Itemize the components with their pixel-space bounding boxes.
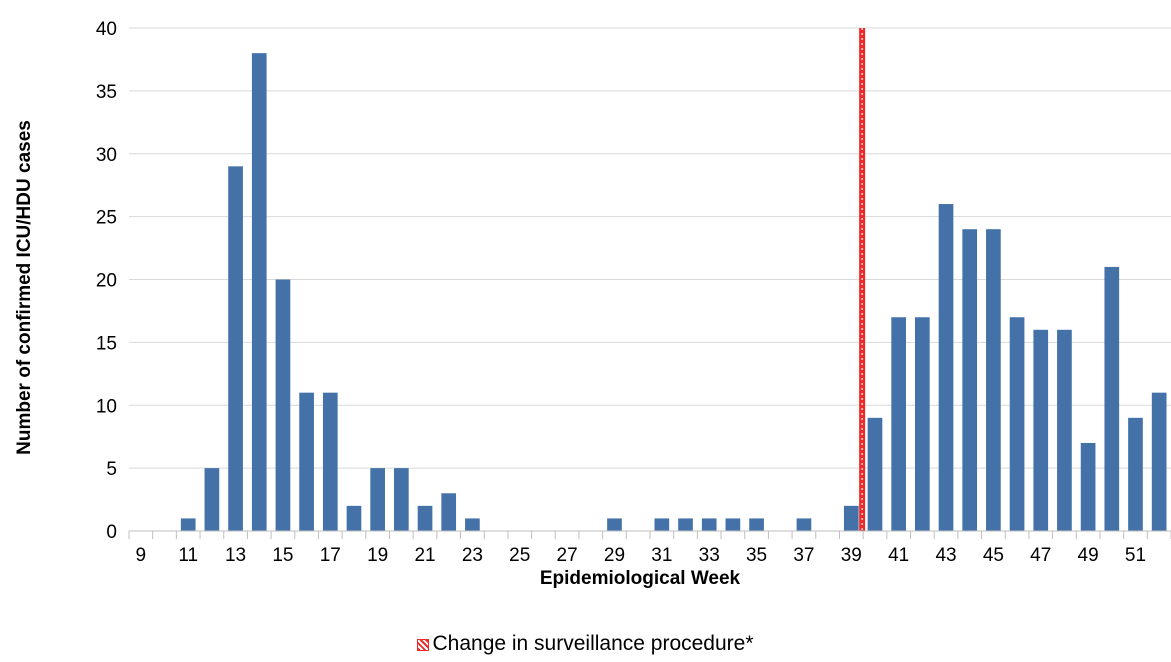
x-tick-label: 51 — [1125, 545, 1146, 566]
bar — [441, 493, 457, 531]
bar — [251, 53, 267, 532]
x-tick-label: 41 — [888, 545, 909, 566]
x-tick-label: 17 — [320, 545, 341, 566]
x-axis-tick-labels: 9 11 13 15 17 19 21 23 25 27 29 31 33 35 37 39 41 43 45 47 4… — [136, 545, 1146, 566]
bar — [299, 392, 314, 531]
bar — [962, 229, 978, 531]
bar — [228, 166, 243, 531]
bar — [204, 468, 220, 531]
x-tick-label: 45 — [983, 545, 1004, 566]
bar — [1080, 442, 1096, 531]
x-tick-label: 11 — [178, 545, 198, 566]
bar — [346, 505, 362, 531]
bar — [843, 505, 859, 531]
y-tick-label: 35 — [96, 82, 117, 103]
x-tick-label: 27 — [557, 545, 578, 566]
x-tick-label: 19 — [367, 545, 388, 566]
x-tick-label: 35 — [746, 545, 767, 566]
x-axis-ticks — [128, 531, 1171, 539]
bar — [796, 518, 812, 531]
x-tick-label: 33 — [699, 545, 720, 566]
bar — [701, 518, 717, 531]
bar — [867, 417, 883, 531]
y-axis-title: Number of confirmed ICU/HDU cases — [14, 120, 35, 455]
bar — [275, 279, 291, 531]
y-tick-label: 5 — [106, 459, 117, 480]
bar — [914, 317, 930, 531]
bars — [180, 53, 1167, 532]
y-tick-label: 20 — [96, 271, 117, 292]
bar — [654, 518, 670, 531]
bar — [607, 518, 622, 531]
bar — [1009, 317, 1025, 531]
legend: Change in surveillance procedure* — [0, 632, 1171, 656]
y-tick-label: 10 — [96, 396, 117, 417]
bar — [393, 468, 409, 531]
y-tick-label: 25 — [96, 208, 117, 229]
x-tick-label: 29 — [604, 545, 625, 566]
bar — [891, 317, 907, 531]
bar — [986, 229, 1001, 531]
bar — [417, 505, 433, 531]
y-tick-label: 0 — [106, 522, 117, 543]
bar — [725, 518, 741, 531]
bar — [465, 518, 480, 531]
bar — [678, 518, 693, 531]
x-tick-label: 23 — [462, 545, 483, 566]
x-tick-label: 25 — [509, 545, 530, 566]
bar — [1128, 417, 1143, 531]
x-tick-label: 31 — [651, 545, 672, 566]
x-tick-label: 39 — [841, 545, 862, 566]
y-tick-label: 30 — [96, 145, 117, 166]
surveillance-change-marker — [859, 28, 866, 531]
y-tick-label: 15 — [96, 333, 117, 354]
y-tick-label: 40 — [96, 19, 117, 40]
x-tick-label: 43 — [935, 545, 956, 566]
bar — [1033, 329, 1049, 531]
x-axis-title: Epidemiological Week — [540, 568, 741, 589]
legend-swatch — [417, 639, 430, 651]
bar — [322, 392, 338, 531]
bar — [370, 468, 386, 531]
legend-label: Change in surveillance procedure* — [432, 632, 754, 655]
x-tick-label: 21 — [414, 545, 435, 566]
bar — [1057, 329, 1072, 531]
bar — [938, 204, 954, 532]
x-tick-label: 37 — [793, 545, 814, 566]
x-tick-label: 9 — [136, 545, 147, 566]
x-tick-label: 49 — [1078, 545, 1099, 566]
bar — [749, 518, 764, 531]
x-tick-label: 13 — [225, 545, 246, 566]
y-axis-tick-labels: 0 5 10 15 20 25 30 35 40 — [96, 19, 117, 543]
x-tick-label: 15 — [272, 545, 293, 566]
bar — [180, 518, 196, 531]
bar — [1151, 392, 1167, 531]
x-tick-label: 47 — [1030, 545, 1051, 566]
bar — [1104, 266, 1120, 531]
